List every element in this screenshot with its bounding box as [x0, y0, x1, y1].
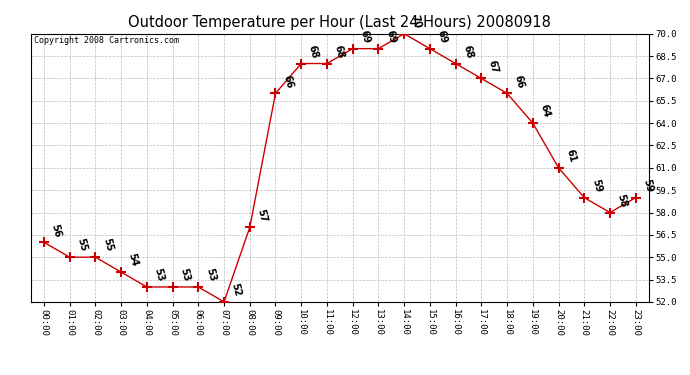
Text: 68: 68: [333, 44, 346, 59]
Text: 68: 68: [307, 44, 320, 59]
Text: 59: 59: [641, 178, 654, 194]
Text: 61: 61: [564, 148, 578, 164]
Title: Outdoor Temperature per Hour (Last 24 Hours) 20080918: Outdoor Temperature per Hour (Last 24 Ho…: [128, 15, 551, 30]
Text: 53: 53: [152, 267, 166, 283]
Text: 56: 56: [50, 222, 63, 238]
Text: 52: 52: [230, 282, 243, 298]
Text: 58: 58: [615, 193, 629, 208]
Text: 70: 70: [410, 14, 423, 30]
Text: 55: 55: [75, 237, 88, 253]
Text: 53: 53: [178, 267, 191, 283]
Text: 54: 54: [127, 252, 140, 268]
Text: 67: 67: [487, 58, 500, 74]
Text: 69: 69: [435, 29, 448, 45]
Text: 55: 55: [101, 237, 114, 253]
Text: 66: 66: [513, 74, 526, 89]
Text: 66: 66: [281, 74, 294, 89]
Text: 69: 69: [384, 29, 397, 45]
Text: 53: 53: [204, 267, 217, 283]
Text: 64: 64: [538, 104, 551, 119]
Text: 59: 59: [590, 178, 603, 194]
Text: 57: 57: [255, 208, 268, 223]
Text: Copyright 2008 Cartronics.com: Copyright 2008 Cartronics.com: [34, 36, 179, 45]
Text: 69: 69: [358, 29, 371, 45]
Text: 68: 68: [461, 44, 474, 59]
